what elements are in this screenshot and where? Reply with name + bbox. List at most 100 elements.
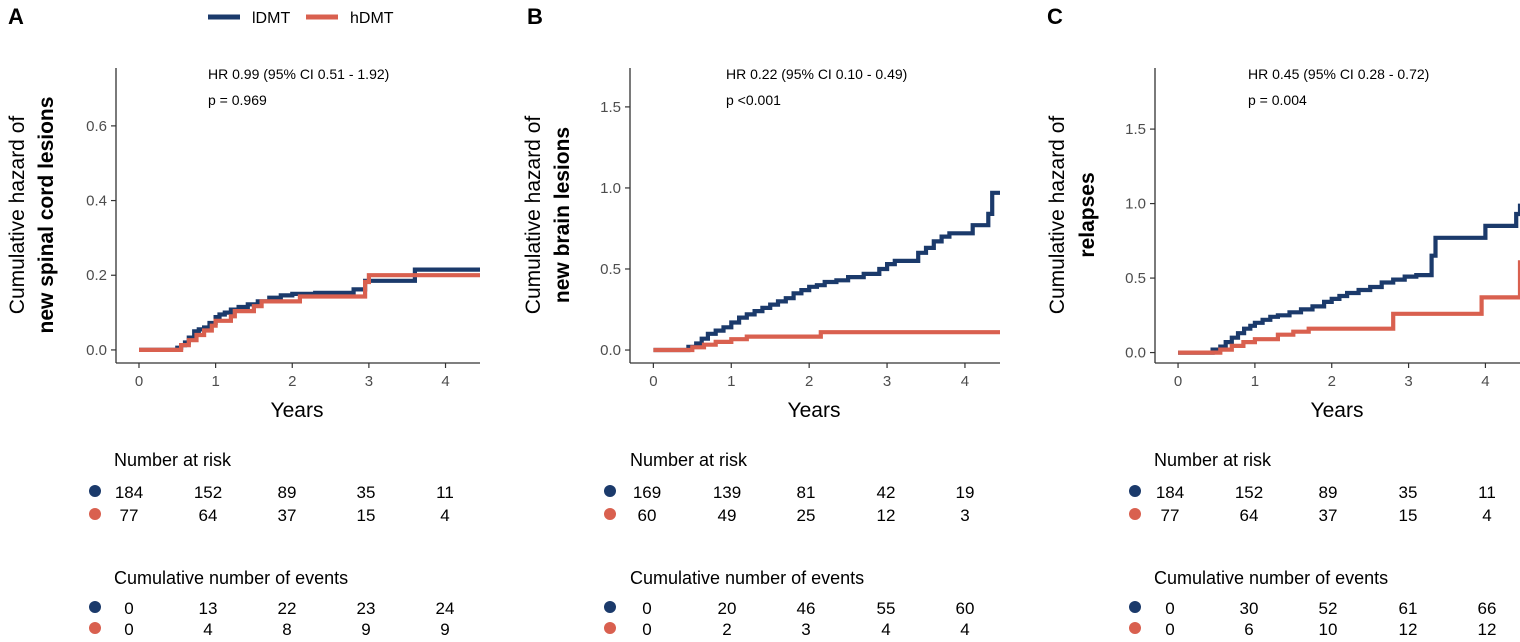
panel-label: B — [527, 4, 543, 29]
risk-cell: 35 — [1399, 483, 1418, 502]
x-tick-label: 4 — [441, 373, 449, 390]
x-axis-title: Years — [271, 399, 324, 422]
y-axis-title-line1: Cumulative hazard of — [6, 116, 29, 315]
events-cell: 60 — [956, 599, 975, 618]
y-tick-label: 0.6 — [86, 118, 107, 135]
events-cell: 0 — [124, 599, 133, 618]
risk-cell: 25 — [797, 506, 816, 525]
y-axis-title-line2: relapses — [1076, 172, 1099, 257]
events-cell: 23 — [357, 599, 376, 618]
events-cell: 66 — [1478, 599, 1497, 618]
events-cell: 30 — [1240, 599, 1259, 618]
risk-cell: 184 — [115, 483, 143, 502]
risk-cell: 12 — [877, 506, 896, 525]
series-line-ldmt — [653, 190, 1000, 353]
risk-cell: 11 — [1478, 483, 1496, 502]
risk-cell: 64 — [199, 506, 218, 525]
panel-label: C — [1047, 4, 1063, 29]
events-table-title: Cumulative number of events — [1154, 568, 1388, 588]
legend: lDMT hDMT — [208, 10, 394, 27]
risk-cell: 77 — [1161, 506, 1180, 525]
hr-annotation: HR 0.99 (95% CI 0.51 - 1.92) — [208, 66, 389, 82]
series-line-hdmt — [139, 273, 480, 352]
x-tick-label: 2 — [805, 373, 813, 390]
risk-cell: 64 — [1240, 506, 1259, 525]
y-tick-label: 0.5 — [600, 261, 621, 278]
risk-cell: 4 — [440, 506, 449, 525]
risk-cell: 15 — [1399, 506, 1418, 525]
risk-cell: 89 — [1319, 483, 1338, 502]
events-cell: 0 — [1165, 620, 1174, 639]
events-cell: 9 — [440, 620, 449, 639]
p-value-annotation: p = 0.969 — [208, 92, 267, 108]
y-tick-label: 0.4 — [86, 193, 107, 210]
events-cell: 6 — [1244, 620, 1253, 639]
plot-area: 0.0 0.5 1.0 1.5 0 1 2 3 4 — [600, 68, 1000, 390]
risk-cell: 37 — [1319, 506, 1338, 525]
x-axis-title: Years — [1311, 399, 1364, 422]
risk-cell: 11 — [436, 483, 454, 502]
events-cell: 0 — [1165, 599, 1174, 618]
tables: 169 139 81 42 19 60 49 25 12 3 0 20 46 55 60 0 2 3 4 4 — [604, 483, 974, 639]
events-cell: 2 — [722, 620, 731, 639]
x-tick-label: 2 — [288, 373, 296, 390]
y-axis-title-line1: Cumulative hazard of — [1046, 116, 1069, 315]
x-tick-label: 1 — [1251, 373, 1259, 390]
table-row-marker-hdmt — [604, 508, 616, 520]
events-cell: 4 — [203, 620, 212, 639]
y-tick-label: 1.5 — [1125, 121, 1146, 138]
table-row-marker-ldmt — [604, 601, 616, 613]
x-tick-label: 0 — [1174, 373, 1182, 390]
risk-cell: 60 — [638, 506, 657, 525]
table-row-marker-hdmt — [89, 508, 101, 520]
events-cell: 10 — [1319, 620, 1338, 639]
risk-cell: 42 — [877, 483, 896, 502]
risk-cell: 3 — [960, 506, 969, 525]
risk-cell: 15 — [357, 506, 376, 525]
panel-c: Cumulative hazard of relapses Years HR 0… — [1046, 66, 1520, 639]
x-tick-label: 3 — [1404, 373, 1412, 390]
y-axis-title-line2: new brain lesions — [551, 127, 574, 303]
y-tick-label: 1.5 — [600, 99, 621, 116]
hr-annotation: HR 0.22 (95% CI 0.10 - 0.49) — [726, 66, 907, 82]
table-row-marker-ldmt — [604, 485, 616, 497]
x-tick-label: 1 — [727, 373, 735, 390]
events-cell: 0 — [642, 599, 651, 618]
y-axis-title-line2: new spinal cord lesions — [35, 97, 58, 334]
legend-label-hdmt: hDMT — [350, 10, 394, 27]
events-cell: 24 — [436, 599, 455, 618]
risk-cell: 152 — [1235, 483, 1263, 502]
events-cell: 4 — [960, 620, 969, 639]
panel-a: Cumulative hazard of new spinal cord les… — [6, 66, 480, 639]
y-tick-label: 0.5 — [1125, 270, 1146, 287]
risk-cell: 37 — [278, 506, 297, 525]
x-tick-label: 3 — [883, 373, 891, 390]
x-tick-label: 0 — [649, 373, 657, 390]
x-tick-label: 0 — [135, 373, 143, 390]
x-axis-title: Years — [788, 399, 841, 422]
table-row-marker-ldmt — [89, 485, 101, 497]
x-tick-label: 3 — [365, 373, 373, 390]
table-row-marker-hdmt — [1129, 622, 1141, 634]
table-row-marker-ldmt — [89, 601, 101, 613]
risk-cell: 169 — [633, 483, 661, 502]
hr-annotation: HR 0.45 (95% CI 0.28 - 0.72) — [1248, 66, 1429, 82]
events-cell: 20 — [718, 599, 737, 618]
y-tick-label: 0.0 — [1125, 345, 1146, 362]
events-cell: 8 — [282, 620, 291, 639]
events-cell: 9 — [361, 620, 370, 639]
events-table-title: Cumulative number of events — [630, 568, 864, 588]
series-line-hdmt — [1178, 260, 1520, 355]
plot-area: 0.0 0.5 1.0 1.5 0 1 2 3 4 — [1125, 68, 1520, 390]
risk-cell: 49 — [718, 506, 737, 525]
table-row-marker-hdmt — [604, 622, 616, 634]
y-axis-title-line1: Cumulative hazard of — [522, 116, 545, 315]
risk-cell: 81 — [797, 483, 816, 502]
events-cell: 46 — [797, 599, 816, 618]
table-row-marker-hdmt — [89, 622, 101, 634]
tables: 184 152 89 35 11 77 64 37 15 4 0 30 52 61 66 0 6 10 12 12 — [1129, 483, 1496, 639]
risk-table-title: Number at risk — [114, 450, 232, 470]
x-tick-label: 2 — [1328, 373, 1336, 390]
series-line-ldmt — [139, 267, 480, 352]
